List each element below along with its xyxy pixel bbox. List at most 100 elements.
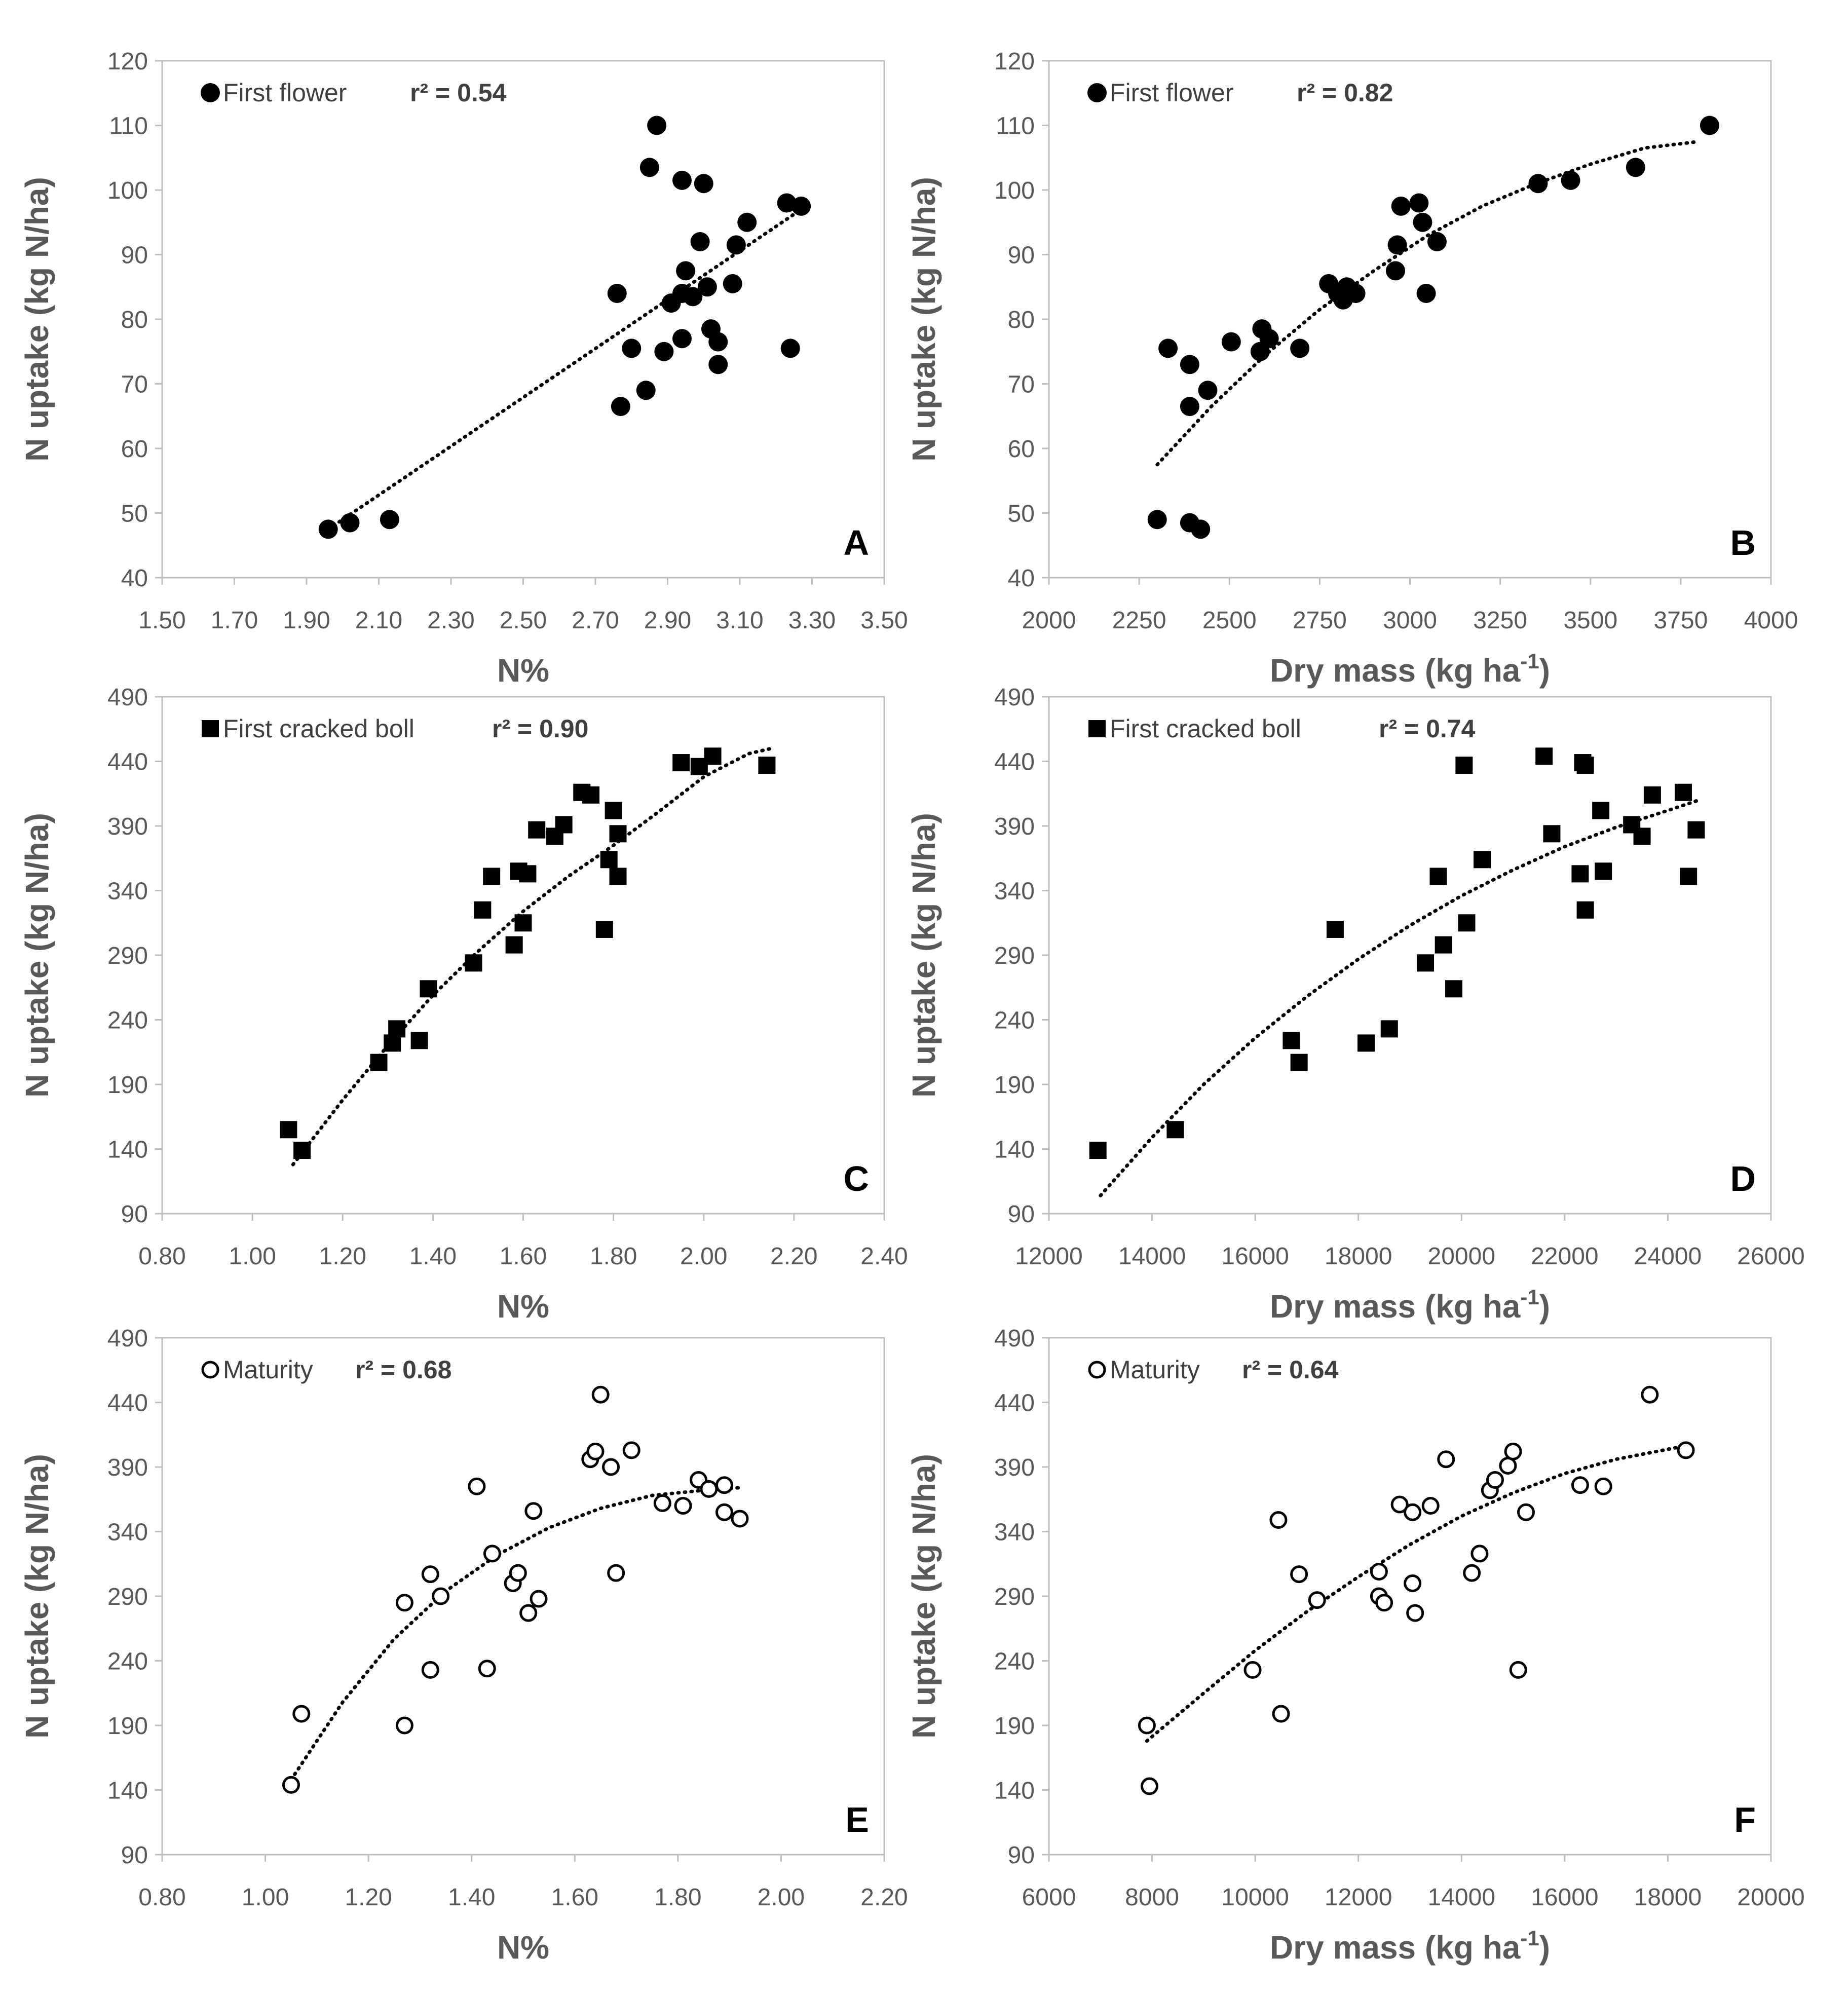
- data-point: [318, 519, 338, 539]
- x-tick-label: 1.00: [229, 1243, 276, 1270]
- r-squared-label: r² = 0.64: [1242, 1356, 1339, 1384]
- data-point: [676, 261, 696, 281]
- x-tick-label: 1.60: [500, 1243, 547, 1270]
- y-tick-label: 390: [994, 1454, 1035, 1481]
- data-point: [474, 901, 492, 919]
- data-point: [1437, 1450, 1455, 1469]
- x-tick-label: 0.80: [138, 1884, 185, 1911]
- panel-letter: D: [1730, 1159, 1756, 1198]
- data-point: [622, 1441, 640, 1459]
- data-point: [1626, 158, 1645, 177]
- y-tick-label: 80: [1008, 307, 1035, 333]
- x-axis-label: N%: [497, 1929, 549, 1966]
- x-tick-label: 2.40: [860, 1243, 908, 1270]
- data-point: [1290, 339, 1310, 358]
- data-point: [690, 232, 710, 251]
- panel-e: 90 140 190 240 290 340 390 440 490 0.80 1.00 1.20 1.…: [19, 1325, 908, 1966]
- data-point: [420, 980, 437, 998]
- r-squared-label: r² = 0.82: [1297, 79, 1393, 107]
- x-tick-label: 12000: [1325, 1884, 1392, 1911]
- y-tick-label: 60: [1008, 436, 1035, 463]
- data-point: [370, 1054, 388, 1071]
- y-tick-label: 90: [121, 1201, 148, 1228]
- data-point: [1158, 339, 1178, 358]
- data-point: [1470, 1545, 1489, 1563]
- data-point: [1592, 802, 1610, 819]
- panel-d: 90 140 190 240 290 340 390 440 490 12000 14000 1600…: [906, 684, 1805, 1325]
- x-tick-label: 12000: [1015, 1243, 1082, 1270]
- data-point: [282, 1776, 300, 1794]
- data-point: [483, 868, 501, 885]
- y-axis-label: N uptake (kg N/ha): [19, 1454, 55, 1739]
- trend-line: [1155, 139, 1701, 467]
- data-point: [1474, 851, 1491, 869]
- y-tick-label: 390: [994, 813, 1035, 840]
- panel-letter: A: [843, 523, 869, 562]
- x-tick-label: 3250: [1473, 607, 1527, 634]
- data-point: [609, 825, 627, 843]
- x-tick-label: 16000: [1221, 1243, 1289, 1270]
- data-point: [777, 193, 797, 213]
- panel-letter: B: [1730, 523, 1756, 562]
- y-tick-label: 50: [121, 501, 148, 528]
- data-point: [1576, 901, 1594, 919]
- x-tick-label: 16000: [1531, 1884, 1598, 1911]
- plot-area: [1048, 60, 1772, 579]
- data-point: [380, 510, 399, 530]
- y-tick-label: 340: [107, 1519, 148, 1546]
- data-point: [611, 397, 630, 417]
- data-point: [1180, 355, 1199, 374]
- data-point: [505, 936, 523, 954]
- y-tick-label: 240: [107, 1007, 148, 1034]
- data-point: [672, 754, 690, 772]
- data-point: [1259, 329, 1279, 349]
- data-point: [1326, 921, 1344, 938]
- x-tick-label: 2000: [1022, 607, 1076, 634]
- y-tick-label: 290: [107, 1584, 148, 1610]
- y-tick-label: 190: [107, 1713, 148, 1740]
- x-tick-label: 14000: [1118, 1243, 1186, 1270]
- y-tick-label: 440: [107, 1390, 148, 1417]
- y-tick-label: 70: [121, 371, 148, 398]
- y-tick-label: 70: [1008, 371, 1035, 398]
- x-tick-label: 1.50: [138, 607, 185, 634]
- y-tick-label: 440: [107, 749, 148, 776]
- data-point: [280, 1121, 297, 1139]
- y-tick-label: 390: [107, 1454, 148, 1481]
- data-point: [1413, 212, 1432, 232]
- data-point: [1429, 868, 1447, 885]
- data-point: [1138, 1716, 1156, 1735]
- x-tick-label: 14000: [1428, 1884, 1495, 1911]
- x-tick-label: 1.70: [211, 607, 258, 634]
- x-tick-label: 22000: [1531, 1243, 1598, 1270]
- legend-label: Maturity: [223, 1356, 313, 1384]
- y-tick-label: 340: [107, 878, 148, 905]
- data-point: [1375, 1594, 1393, 1612]
- x-tick-label: 1.40: [409, 1243, 457, 1270]
- x-tick-label: 2.00: [680, 1243, 727, 1270]
- data-point: [421, 1661, 439, 1679]
- data-point: [530, 1590, 548, 1608]
- data-point: [1221, 332, 1241, 352]
- data-point: [723, 274, 742, 293]
- data-point: [607, 1564, 625, 1582]
- x-tick-label: 0.80: [138, 1243, 185, 1270]
- y-tick-label: 90: [121, 242, 148, 269]
- data-point: [715, 1476, 733, 1494]
- x-tick-label: 2.20: [860, 1884, 908, 1911]
- data-point: [758, 757, 776, 774]
- x-tick-label: 1.20: [345, 1884, 392, 1911]
- y-tick-label: 40: [121, 565, 148, 592]
- data-point: [1272, 1705, 1290, 1723]
- x-tick-label: 3.30: [788, 607, 836, 634]
- x-tick-label: 20000: [1428, 1243, 1495, 1270]
- data-point: [1633, 828, 1651, 845]
- data-point: [674, 1497, 692, 1515]
- y-tick-label: 490: [994, 684, 1035, 711]
- data-point: [1595, 862, 1612, 880]
- y-tick-label: 120: [994, 48, 1035, 75]
- x-tick-label: 1.60: [551, 1884, 598, 1911]
- data-point: [1283, 1032, 1300, 1049]
- data-point: [509, 1564, 527, 1582]
